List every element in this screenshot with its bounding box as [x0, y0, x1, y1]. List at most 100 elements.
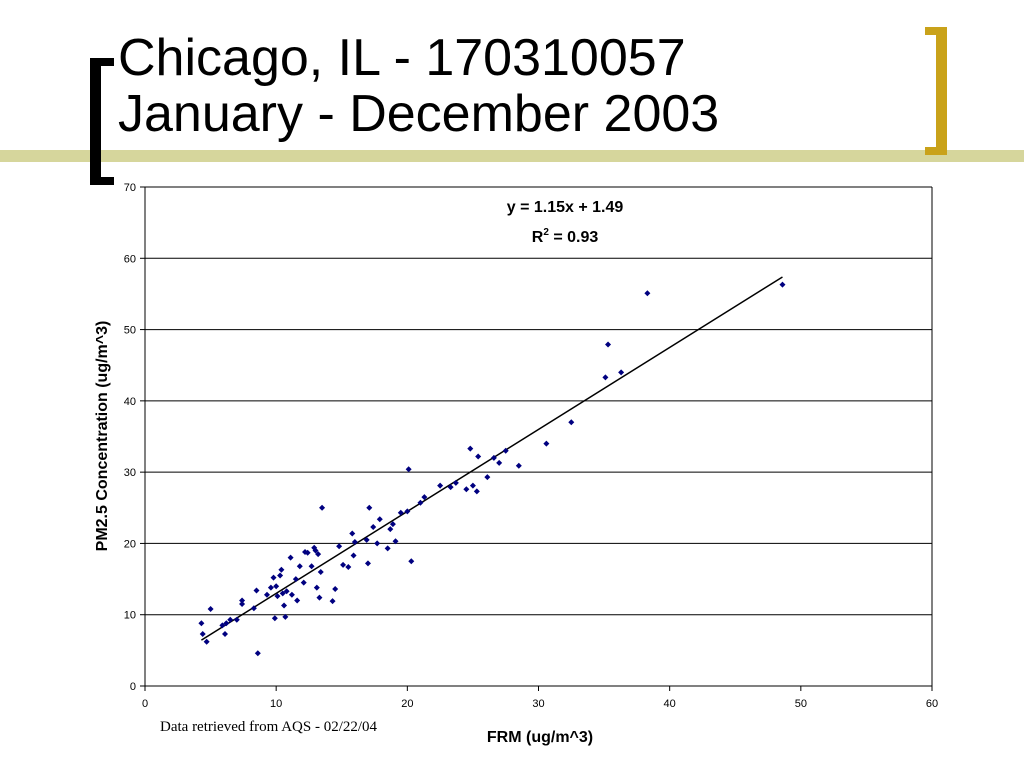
data-point [287, 554, 294, 561]
y-axis-label: PM2.5 Concentration (ug/m^3) [94, 321, 111, 552]
x-axis-label: FRM (ug/m^3) [487, 729, 593, 746]
data-point [239, 597, 246, 604]
trendline-equation: y = 1.15x + 1.49 [507, 199, 624, 216]
data-source-footnote: Data retrieved from AQS - 02/22/04 [160, 719, 378, 735]
plot-area [145, 187, 932, 686]
data-point [421, 494, 428, 501]
data-point [317, 568, 324, 575]
data-point [253, 587, 260, 594]
slide-title: Chicago, IL - 170310057 January - Decemb… [118, 30, 719, 142]
data-point [469, 482, 476, 489]
data-point [277, 572, 284, 579]
data-point [568, 419, 575, 426]
r-squared-label: R2 = 0.93 [532, 227, 599, 246]
data-point [223, 620, 230, 627]
data-point [605, 341, 612, 348]
right-bracket-decoration [925, 27, 947, 155]
x-tick-label-30: 30 [532, 698, 544, 710]
data-point [363, 536, 370, 543]
data-point [233, 616, 240, 623]
x-tick-label-10: 10 [270, 698, 282, 710]
gridlines [145, 186, 932, 616]
x-tick-labels: 0 10 20 30 40 50 60 [142, 698, 938, 710]
axes [140, 186, 933, 691]
data-point [308, 563, 315, 570]
data-point [315, 551, 322, 558]
data-point [417, 499, 424, 506]
data-point [437, 482, 444, 489]
data-point [644, 290, 651, 297]
data-point [351, 539, 358, 546]
data-point [250, 605, 257, 612]
left-bracket-decoration [90, 58, 114, 185]
y-tick-label-50: 50 [124, 325, 136, 337]
data-point [227, 616, 234, 623]
data-point [219, 622, 226, 629]
data-point [254, 650, 261, 657]
data-point [312, 547, 319, 554]
x-tick-label-60: 60 [926, 698, 938, 710]
y-tick-label-40: 40 [124, 396, 136, 408]
data-point [467, 445, 474, 452]
data-point [199, 630, 206, 637]
title-line-1: Chicago, IL - 170310057 [118, 29, 686, 87]
data-point [389, 521, 396, 528]
data-point [316, 594, 323, 601]
data-point [296, 563, 303, 570]
data-point [329, 598, 336, 605]
data-point [405, 466, 412, 473]
data-point [374, 540, 381, 547]
y-tick-label-60: 60 [124, 253, 136, 265]
data-point [490, 454, 497, 461]
data-point [288, 591, 295, 598]
r2-suffix: = 0.93 [549, 229, 598, 246]
data-point [283, 588, 290, 595]
data-point [279, 590, 286, 597]
accent-line [0, 150, 1024, 162]
data-point [281, 602, 288, 609]
data-point [270, 574, 277, 581]
data-point [274, 593, 281, 600]
r2-superscript: 2 [543, 227, 549, 238]
data-point [207, 606, 214, 613]
x-tick-label-50: 50 [795, 698, 807, 710]
data-point [392, 538, 399, 545]
data-point [397, 509, 404, 516]
y-tick-label-70: 70 [124, 182, 136, 194]
data-point [366, 504, 373, 511]
data-point [404, 508, 411, 515]
data-point [364, 560, 371, 567]
data-point [496, 459, 503, 466]
data-point [452, 479, 459, 486]
data-point [473, 488, 480, 495]
data-point [203, 638, 210, 645]
data-point [447, 484, 454, 491]
data-point [602, 374, 609, 381]
data-point [198, 620, 205, 627]
y-tick-labels: 0 10 20 30 40 50 60 70 [124, 182, 136, 693]
data-point [349, 530, 356, 537]
data-point [384, 545, 391, 552]
data-point [300, 579, 307, 586]
data-point [294, 597, 301, 604]
data-point [263, 591, 270, 598]
y-tick-label-0: 0 [130, 681, 136, 693]
y-tick-label-20: 20 [124, 538, 136, 550]
data-point [502, 447, 509, 454]
data-point [376, 516, 383, 523]
data-point [387, 526, 394, 533]
x-tick-label-40: 40 [664, 698, 676, 710]
data-point [350, 552, 357, 559]
data-point [273, 583, 280, 590]
data-point [779, 281, 786, 288]
data-point [336, 543, 343, 550]
data-point [282, 613, 289, 620]
title-line-2: January - December 2003 [118, 85, 720, 143]
data-point [332, 586, 339, 593]
data-point [239, 601, 246, 608]
data-point [618, 369, 625, 376]
data-point [345, 563, 352, 570]
y-tick-label-30: 30 [124, 467, 136, 479]
data-point [408, 558, 415, 565]
data-point [340, 561, 347, 568]
